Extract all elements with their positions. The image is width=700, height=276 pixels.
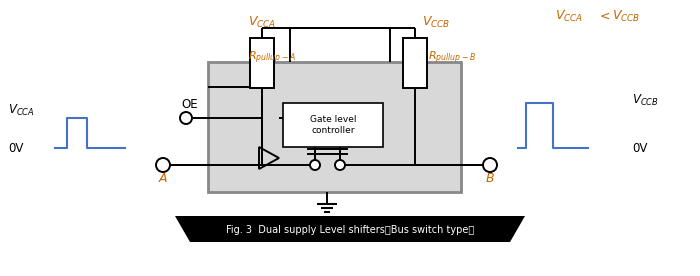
Text: $V_{CCB}$: $V_{CCB}$ [632, 92, 659, 108]
Text: 0V: 0V [632, 142, 648, 155]
Text: OE: OE [181, 97, 197, 110]
Text: Fig. 3  Dual supply Level shifters（Bus switch type）: Fig. 3 Dual supply Level shifters（Bus sw… [226, 225, 474, 235]
Text: $R_{pullup-B}$: $R_{pullup-B}$ [428, 50, 476, 66]
Text: <: < [600, 9, 610, 23]
Bar [208, 62, 461, 192]
Circle shape [180, 112, 192, 124]
Circle shape [483, 158, 497, 172]
Bar [403, 38, 427, 88]
Text: $V_{CCA}$: $V_{CCA}$ [8, 102, 34, 118]
Text: A: A [159, 172, 167, 185]
Circle shape [335, 160, 345, 170]
Text: $R_{pullup-A}$: $R_{pullup-A}$ [248, 50, 296, 66]
Circle shape [310, 160, 320, 170]
Text: Gate level
controller: Gate level controller [309, 115, 356, 135]
Text: 0V: 0V [8, 142, 23, 155]
Bar [250, 38, 274, 88]
Text: $V_{CCA}$: $V_{CCA}$ [555, 9, 583, 23]
Text: $V_{CCB}$: $V_{CCB}$ [422, 14, 450, 30]
Text: $V_{CCA}$: $V_{CCA}$ [248, 14, 276, 30]
Polygon shape [175, 216, 525, 242]
Text: B: B [486, 172, 494, 185]
Circle shape [156, 158, 170, 172]
Bar [283, 103, 383, 147]
Text: $V_{CCB}$: $V_{CCB}$ [612, 9, 640, 23]
